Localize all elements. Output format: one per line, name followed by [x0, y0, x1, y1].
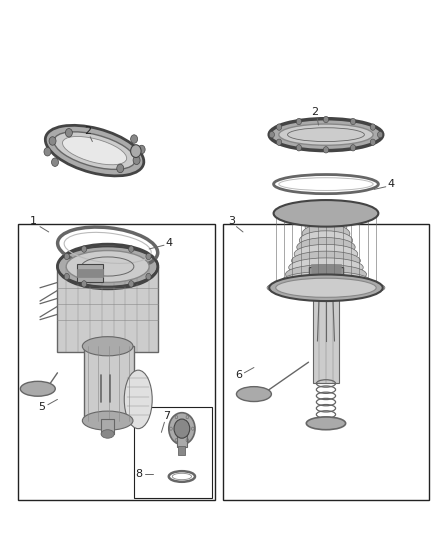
- Circle shape: [131, 135, 138, 143]
- Circle shape: [296, 118, 301, 125]
- Ellipse shape: [237, 386, 272, 401]
- Text: 4: 4: [388, 179, 395, 189]
- Bar: [134, 407, 212, 498]
- Circle shape: [117, 164, 124, 173]
- Circle shape: [64, 273, 70, 280]
- Ellipse shape: [317, 204, 335, 223]
- Bar: [77, 264, 103, 282]
- Bar: [84, 346, 134, 421]
- Circle shape: [81, 246, 87, 252]
- Text: 4: 4: [165, 238, 172, 247]
- Text: 2: 2: [85, 126, 92, 136]
- Bar: [178, 446, 185, 455]
- Text: 8: 8: [135, 469, 143, 479]
- Ellipse shape: [302, 224, 350, 243]
- Ellipse shape: [299, 231, 353, 250]
- Ellipse shape: [274, 200, 378, 227]
- Circle shape: [81, 281, 87, 287]
- Ellipse shape: [306, 417, 346, 430]
- Text: 2: 2: [311, 107, 318, 117]
- Ellipse shape: [45, 125, 144, 176]
- Circle shape: [44, 148, 51, 156]
- Circle shape: [350, 144, 356, 151]
- Ellipse shape: [57, 244, 158, 289]
- Ellipse shape: [281, 271, 371, 290]
- Circle shape: [64, 253, 70, 260]
- Bar: [223, 224, 428, 500]
- Ellipse shape: [279, 124, 373, 146]
- Ellipse shape: [292, 251, 360, 270]
- Circle shape: [370, 139, 375, 146]
- Ellipse shape: [305, 217, 347, 237]
- Bar: [18, 224, 215, 500]
- Circle shape: [65, 128, 72, 137]
- Ellipse shape: [174, 419, 190, 438]
- Ellipse shape: [286, 265, 367, 284]
- Circle shape: [276, 139, 282, 146]
- Ellipse shape: [66, 251, 149, 282]
- Text: 7: 7: [163, 411, 170, 422]
- Circle shape: [131, 145, 141, 157]
- Circle shape: [129, 281, 134, 287]
- Ellipse shape: [54, 132, 135, 169]
- Circle shape: [323, 147, 328, 153]
- Circle shape: [49, 136, 56, 145]
- Ellipse shape: [289, 258, 363, 277]
- Ellipse shape: [124, 370, 152, 429]
- Text: 5: 5: [39, 402, 46, 413]
- Ellipse shape: [267, 278, 385, 297]
- Circle shape: [370, 124, 375, 130]
- Circle shape: [138, 146, 145, 154]
- Ellipse shape: [309, 211, 343, 230]
- Bar: [311, 264, 341, 274]
- Ellipse shape: [63, 136, 127, 165]
- Circle shape: [269, 132, 275, 138]
- Ellipse shape: [169, 413, 195, 445]
- Circle shape: [146, 253, 151, 260]
- Bar: [77, 269, 103, 277]
- Ellipse shape: [269, 274, 383, 301]
- Bar: [57, 266, 158, 352]
- Circle shape: [52, 158, 59, 166]
- Ellipse shape: [82, 411, 133, 430]
- Ellipse shape: [294, 244, 358, 263]
- Bar: [313, 288, 339, 383]
- Ellipse shape: [20, 381, 55, 396]
- Circle shape: [276, 124, 282, 130]
- Circle shape: [296, 144, 301, 151]
- Ellipse shape: [276, 278, 376, 297]
- Circle shape: [129, 246, 134, 252]
- Circle shape: [133, 156, 140, 165]
- Circle shape: [378, 132, 383, 138]
- Text: 3: 3: [228, 216, 235, 227]
- Circle shape: [146, 273, 151, 280]
- Ellipse shape: [297, 238, 355, 257]
- Text: 6: 6: [235, 370, 242, 381]
- Text: 1: 1: [30, 216, 37, 227]
- Ellipse shape: [101, 430, 114, 438]
- Circle shape: [323, 116, 328, 123]
- Ellipse shape: [269, 119, 383, 151]
- Bar: [177, 429, 187, 447]
- Bar: [308, 266, 343, 288]
- Circle shape: [350, 118, 356, 125]
- Ellipse shape: [82, 337, 133, 356]
- Bar: [101, 419, 114, 434]
